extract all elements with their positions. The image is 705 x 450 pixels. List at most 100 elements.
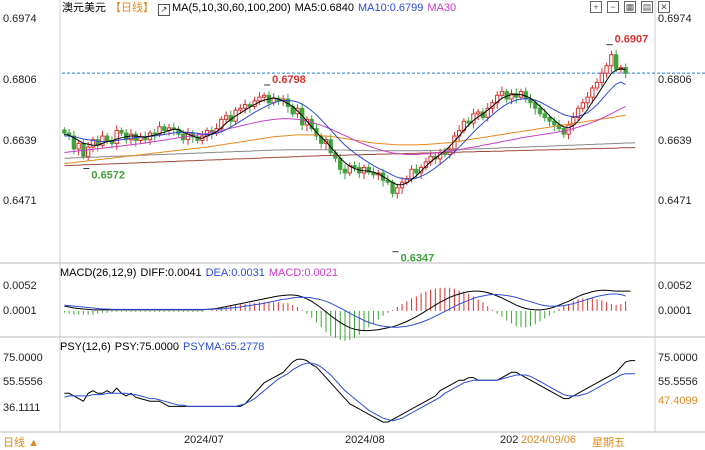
psy-ytick-right-0: 75.0000 [658, 352, 698, 364]
xtick-0: 2024/07 [184, 434, 224, 446]
macd-ytick-left-1: 0.0001 [3, 305, 37, 317]
psy-ytick-right-1: 55.5556 [658, 376, 698, 388]
ma60-line [64, 114, 626, 165]
candle-body [195, 136, 200, 141]
candle-body [395, 187, 400, 194]
period-selector-label: 日线 [3, 437, 25, 449]
candle-body [62, 129, 67, 134]
annotation-label-2: 0.6572 [91, 170, 125, 182]
candle-body [514, 92, 519, 98]
main-ytick-right-3: 0.6471 [658, 195, 692, 207]
psy-ytick-left-1: 55.5556 [3, 376, 43, 388]
candle-body [404, 178, 409, 183]
candle-body [247, 104, 253, 107]
candle-body [556, 124, 562, 130]
candle-body [552, 120, 557, 126]
toolbar-icons: + − ▦ ▤ ✕ [590, 1, 670, 13]
candle-body [352, 165, 357, 168]
zoom-in-icon[interactable]: + [590, 1, 602, 13]
macd-diff-line [64, 289, 631, 332]
main-ytick-right-0: 0.6974 [658, 13, 692, 25]
macd-diff: DIFF:0.0041 [140, 267, 202, 279]
ma30-line [64, 105, 626, 155]
main-ytick-left-3: 0.6471 [3, 195, 37, 207]
candle-body [242, 104, 248, 109]
candle-body [76, 142, 81, 150]
candle-body [347, 165, 352, 174]
candle-body [509, 92, 514, 100]
main-ytick-right-2: 0.6639 [658, 135, 692, 147]
xtick-prefix: 202 [500, 434, 519, 446]
candle-body [261, 94, 267, 98]
triangle-up-icon: ▲ [28, 437, 39, 449]
macd-ytick-right-0: 0.0052 [658, 280, 692, 292]
candle-body [162, 126, 167, 131]
ma10-value: MA10:0.6799 [357, 2, 424, 14]
zoom-out-icon[interactable]: − [607, 1, 619, 13]
main-ytick-left-2: 0.6639 [3, 135, 37, 147]
period-tag[interactable]: 【日线】 [110, 2, 154, 14]
candle-body [366, 166, 371, 173]
candle-body [542, 113, 547, 119]
ma5-value: MA5:0.6840 [294, 2, 354, 14]
candle-body [533, 102, 538, 109]
candle-body [390, 181, 395, 194]
psy-psy-line [64, 358, 636, 423]
candle-body [257, 96, 262, 102]
candle-body [309, 118, 314, 130]
candle-body [580, 102, 585, 109]
layout-icon[interactable]: ▤ [641, 1, 653, 13]
candle-body [152, 132, 157, 135]
main-ytick-left-1: 0.6806 [3, 74, 37, 86]
candle-body [119, 129, 124, 134]
candle-body [585, 96, 590, 104]
candle-body [599, 72, 605, 83]
candle-body [300, 107, 305, 126]
candle-body [594, 81, 600, 89]
annotation-label-1: 0.6907 [615, 34, 649, 46]
candle-body [613, 54, 619, 70]
candle-body [85, 146, 91, 157]
psy-legend: PSY(12,6) PSY:75.0000 PSYMA:65.2778 [60, 340, 268, 354]
ma100-line [64, 142, 636, 159]
psy-title: PSY(12,6) [60, 341, 111, 353]
psy-psyma-line [64, 362, 636, 422]
close-icon[interactable]: ✕ [658, 1, 670, 13]
annotation-label-0: 0.6798 [272, 74, 306, 86]
candle-body [499, 91, 505, 96]
candle-body [128, 133, 134, 141]
main-ytick-right-1: 0.6806 [658, 74, 692, 86]
candle-body [223, 115, 229, 120]
ma-settings-icon[interactable]: ↗ [158, 4, 170, 16]
candle-body [90, 139, 96, 148]
xtick-1: 2024/08 [345, 434, 385, 446]
candle-body [304, 118, 310, 126]
candle-body [157, 126, 162, 135]
ma-label: MA(5,10,30,60,100,200) [172, 2, 291, 14]
grid-icon[interactable]: ▦ [624, 1, 636, 13]
psy-value: PSY:75.0000 [114, 341, 179, 353]
psyma-value: PSYMA:65.2778 [182, 341, 265, 353]
candle-body [385, 179, 390, 183]
macd-value: MACD:0.0021 [268, 267, 338, 279]
candle-body [71, 135, 77, 150]
candle-body [609, 54, 614, 67]
candle-body [418, 166, 424, 174]
candle-body [100, 135, 105, 146]
candle-body [105, 135, 110, 141]
candle-body [342, 168, 348, 174]
candle-body [575, 107, 581, 119]
ma200-line [64, 147, 636, 167]
candle-body [495, 94, 500, 104]
candle-body [590, 87, 595, 98]
macd-dea-line [64, 293, 626, 328]
candle-body [409, 168, 414, 180]
instrument-title: 澳元美元 [62, 2, 106, 14]
psy-ytick-right-2: 47.4099 [658, 395, 698, 407]
macd-dea: DEA:0.0031 [205, 267, 265, 279]
period-selector[interactable]: 日线 ▲ [3, 434, 39, 450]
candle-body [238, 107, 243, 111]
macd-ytick-right-1: 0.0001 [658, 305, 692, 317]
cursor-date: 2024/09/06 [521, 434, 577, 446]
